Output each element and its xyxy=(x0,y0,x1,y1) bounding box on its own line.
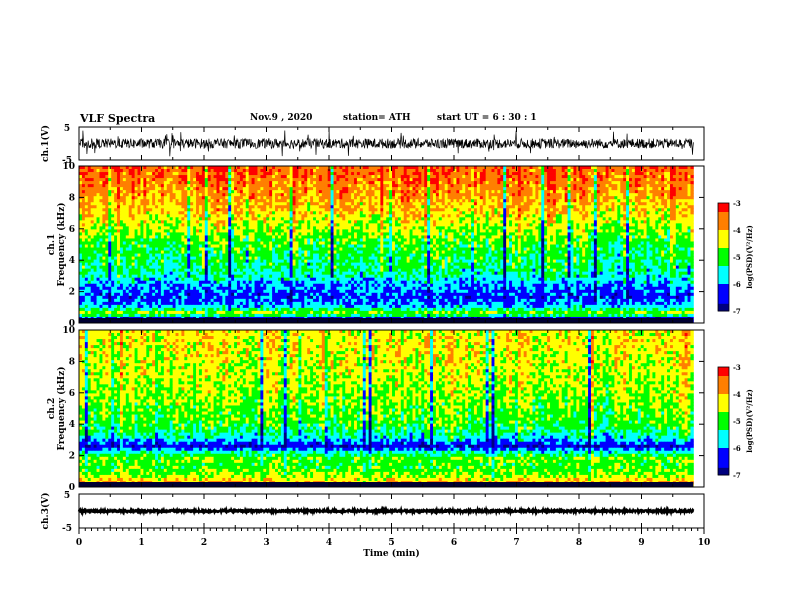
ch1-spectrogram-ytick-label: 2 xyxy=(69,288,75,298)
ch1-waveform-ylabel: ch.1(V) xyxy=(40,125,51,162)
ch1-spectrogram-colorbar-tick: -7 xyxy=(733,307,741,316)
ch3-waveform-ylabel: ch.3(V) xyxy=(40,493,51,530)
ch2-spectrogram-ylabel-line1: ch.2 xyxy=(47,398,57,419)
ch1-spectrogram-ytick-label: 8 xyxy=(69,193,75,203)
ch1-spectrogram-ytick-label: 6 xyxy=(69,225,75,235)
ch1-spectrogram-colorbar xyxy=(718,203,729,312)
ch1-waveform-ytick-label-bottom: -5 xyxy=(62,156,72,166)
x-axis-tick-label: 10 xyxy=(698,538,711,548)
ch2-spectrogram-ytick-label: 6 xyxy=(69,389,75,399)
x-axis-tick-label: 0 xyxy=(76,538,82,548)
ch1-spectrogram-ytick-label: 0 xyxy=(69,319,75,329)
ch2-spectrogram-colorbar xyxy=(718,367,729,476)
ch2-spectrogram-ytick-label: 2 xyxy=(69,452,75,462)
ch2-spectrogram-colorbar-label: log(PSD)(V²/Hz) xyxy=(745,389,754,453)
ch1-waveform-trace xyxy=(78,130,694,157)
ch3-waveform-trace xyxy=(77,505,695,517)
ch1-spectrogram-ylabel-line1: ch.1 xyxy=(47,234,57,255)
x-axis-tick-label: 8 xyxy=(576,538,582,548)
x-axis-label: Time (min) xyxy=(363,548,420,559)
ch2-spectrogram-colorbar-tick: -3 xyxy=(733,363,741,372)
ch2-spectrogram-colorbar-tick: -4 xyxy=(733,390,741,399)
ch1-spectrogram-low-band xyxy=(79,318,694,323)
x-axis-tick-label: 3 xyxy=(263,538,269,548)
x-axis-tick-label: 4 xyxy=(326,538,332,548)
ch2-spectrogram-colorbar-frame xyxy=(717,366,730,476)
x-axis-tick-label: 5 xyxy=(388,538,394,548)
ch1-spectrogram-colorbar-tick: -6 xyxy=(733,280,741,289)
ch2-spectrogram-colorbar-tick: -5 xyxy=(733,417,741,426)
ch2-spectrogram-ytick-label: 8 xyxy=(69,357,75,367)
ch2-spectrogram-colorbar-tick: -6 xyxy=(733,444,741,453)
ch2-spectrogram-ytick-label: 4 xyxy=(69,420,75,430)
ch2-spectrogram-colorbar-tick: -7 xyxy=(733,471,741,480)
x-axis-tick-label: 9 xyxy=(638,538,644,548)
ch1-waveform-ytick-label-top: 5 xyxy=(64,124,70,134)
ch1-spectrogram-colorbar-frame xyxy=(717,202,730,312)
x-axis-tick-label: 7 xyxy=(513,538,519,548)
ch2-spectrogram-ylabel-line2: Frequency (kHz) xyxy=(56,366,67,450)
station-label: station= ATH xyxy=(343,113,411,123)
ch2-spectrogram-low-band xyxy=(79,482,694,487)
ch2-spectrogram-ytick-label: 0 xyxy=(69,483,75,493)
figure-title: VLF Spectra xyxy=(80,112,155,125)
ch2-spectrogram-ytick-label: 10 xyxy=(62,326,75,336)
ch1-spectrogram-ytick-label: 4 xyxy=(69,256,75,266)
ch1-spectrogram-ylabel: ch.1Frequency (kHz) xyxy=(47,202,67,286)
ch1-spectrogram-colorbar-tick: -3 xyxy=(733,199,741,208)
ch1-spectrogram-cells xyxy=(79,166,694,324)
ch1-spectrogram-ylabel-line2: Frequency (kHz) xyxy=(56,202,67,286)
x-axis-tick-label: 1 xyxy=(138,538,144,548)
ch1-spectrogram-colorbar-label: log(PSD)(V²/Hz) xyxy=(745,225,754,289)
x-axis-tick-label: 6 xyxy=(451,538,457,548)
date-label: Nov.9 , 2020 xyxy=(250,113,312,123)
ch1-spectrogram-colorbar-tick: -5 xyxy=(733,253,741,262)
ch1-spectrogram-colorbar-tick: -4 xyxy=(733,226,741,235)
ch2-spectrogram-cells xyxy=(79,330,694,488)
ch3-waveform-ytick-label-bottom: -5 xyxy=(62,524,72,534)
ch3-waveform-ytick-label-top: 5 xyxy=(64,491,70,501)
start-time-label: start UT = 6 : 30 : 1 xyxy=(437,113,537,123)
ch1-spectrogram-ytick-label: 10 xyxy=(62,162,75,172)
ch2-spectrogram-ylabel: ch.2Frequency (kHz) xyxy=(47,366,67,450)
x-axis-tick-label: 2 xyxy=(201,538,207,548)
